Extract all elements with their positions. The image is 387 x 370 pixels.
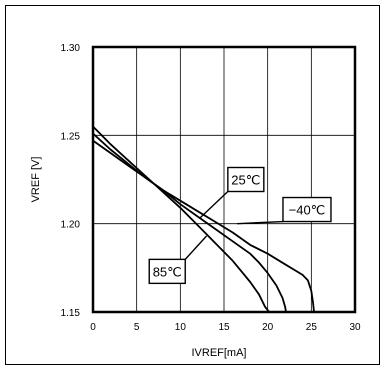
annotation-box-2 [148, 258, 186, 285]
x-tick-label: 25 [306, 322, 318, 333]
y-tick-label: 1.15 [61, 308, 81, 319]
x-tick-label: 30 [349, 322, 361, 333]
annotations: 25℃ −40℃ 85℃ [148, 166, 332, 285]
x-tick-label: 5 [134, 322, 140, 333]
annotation-label-2: 85℃ [153, 264, 182, 279]
series-line-2 [92, 139, 315, 313]
tick-labels: 0 5 10 15 20 25 30 1.15 1.20 1.25 1.30 [61, 43, 361, 333]
x-axis-label: IVREF[mA] [191, 347, 246, 359]
x-tick-label: 10 [175, 322, 187, 333]
annotation-leader-1 [237, 220, 283, 225]
y-tick-label: 1.30 [61, 43, 81, 54]
annotation-label-0: 25℃ [231, 173, 260, 188]
series-lines [92, 125, 315, 313]
y-tick-label: 1.20 [61, 220, 81, 231]
annotation-leader-0 [199, 190, 229, 219]
annotation-box-1 [282, 196, 332, 223]
annotation-label-1: −40℃ [289, 203, 326, 218]
x-tick-label: 15 [218, 322, 230, 333]
chart-frame [5, 5, 380, 365]
grid [91, 45, 357, 314]
annotation-box-0 [227, 166, 265, 193]
plot-border [91, 45, 357, 314]
x-tick-label: 0 [90, 322, 96, 333]
x-tick-label: 20 [262, 322, 274, 333]
annotation-leader-2 [184, 235, 208, 260]
y-axis-label: VREF [V] [30, 157, 42, 203]
y-tick-label: 1.25 [61, 131, 81, 142]
series-line-0 [92, 125, 271, 313]
